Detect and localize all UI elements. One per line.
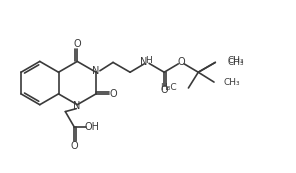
Text: H₃C: H₃C — [160, 84, 177, 93]
Text: N: N — [139, 57, 147, 67]
Text: H: H — [145, 56, 152, 65]
Text: O: O — [160, 85, 168, 95]
Text: O: O — [110, 89, 118, 99]
Text: N: N — [92, 66, 100, 76]
Text: CH₃: CH₃ — [227, 58, 244, 67]
Text: O: O — [177, 57, 185, 67]
Text: O: O — [73, 39, 81, 49]
Text: O: O — [70, 141, 78, 151]
Text: N: N — [73, 101, 80, 111]
Text: OH: OH — [84, 122, 99, 132]
Text: CH₃: CH₃ — [224, 78, 240, 86]
Text: CH₃: CH₃ — [227, 56, 244, 65]
